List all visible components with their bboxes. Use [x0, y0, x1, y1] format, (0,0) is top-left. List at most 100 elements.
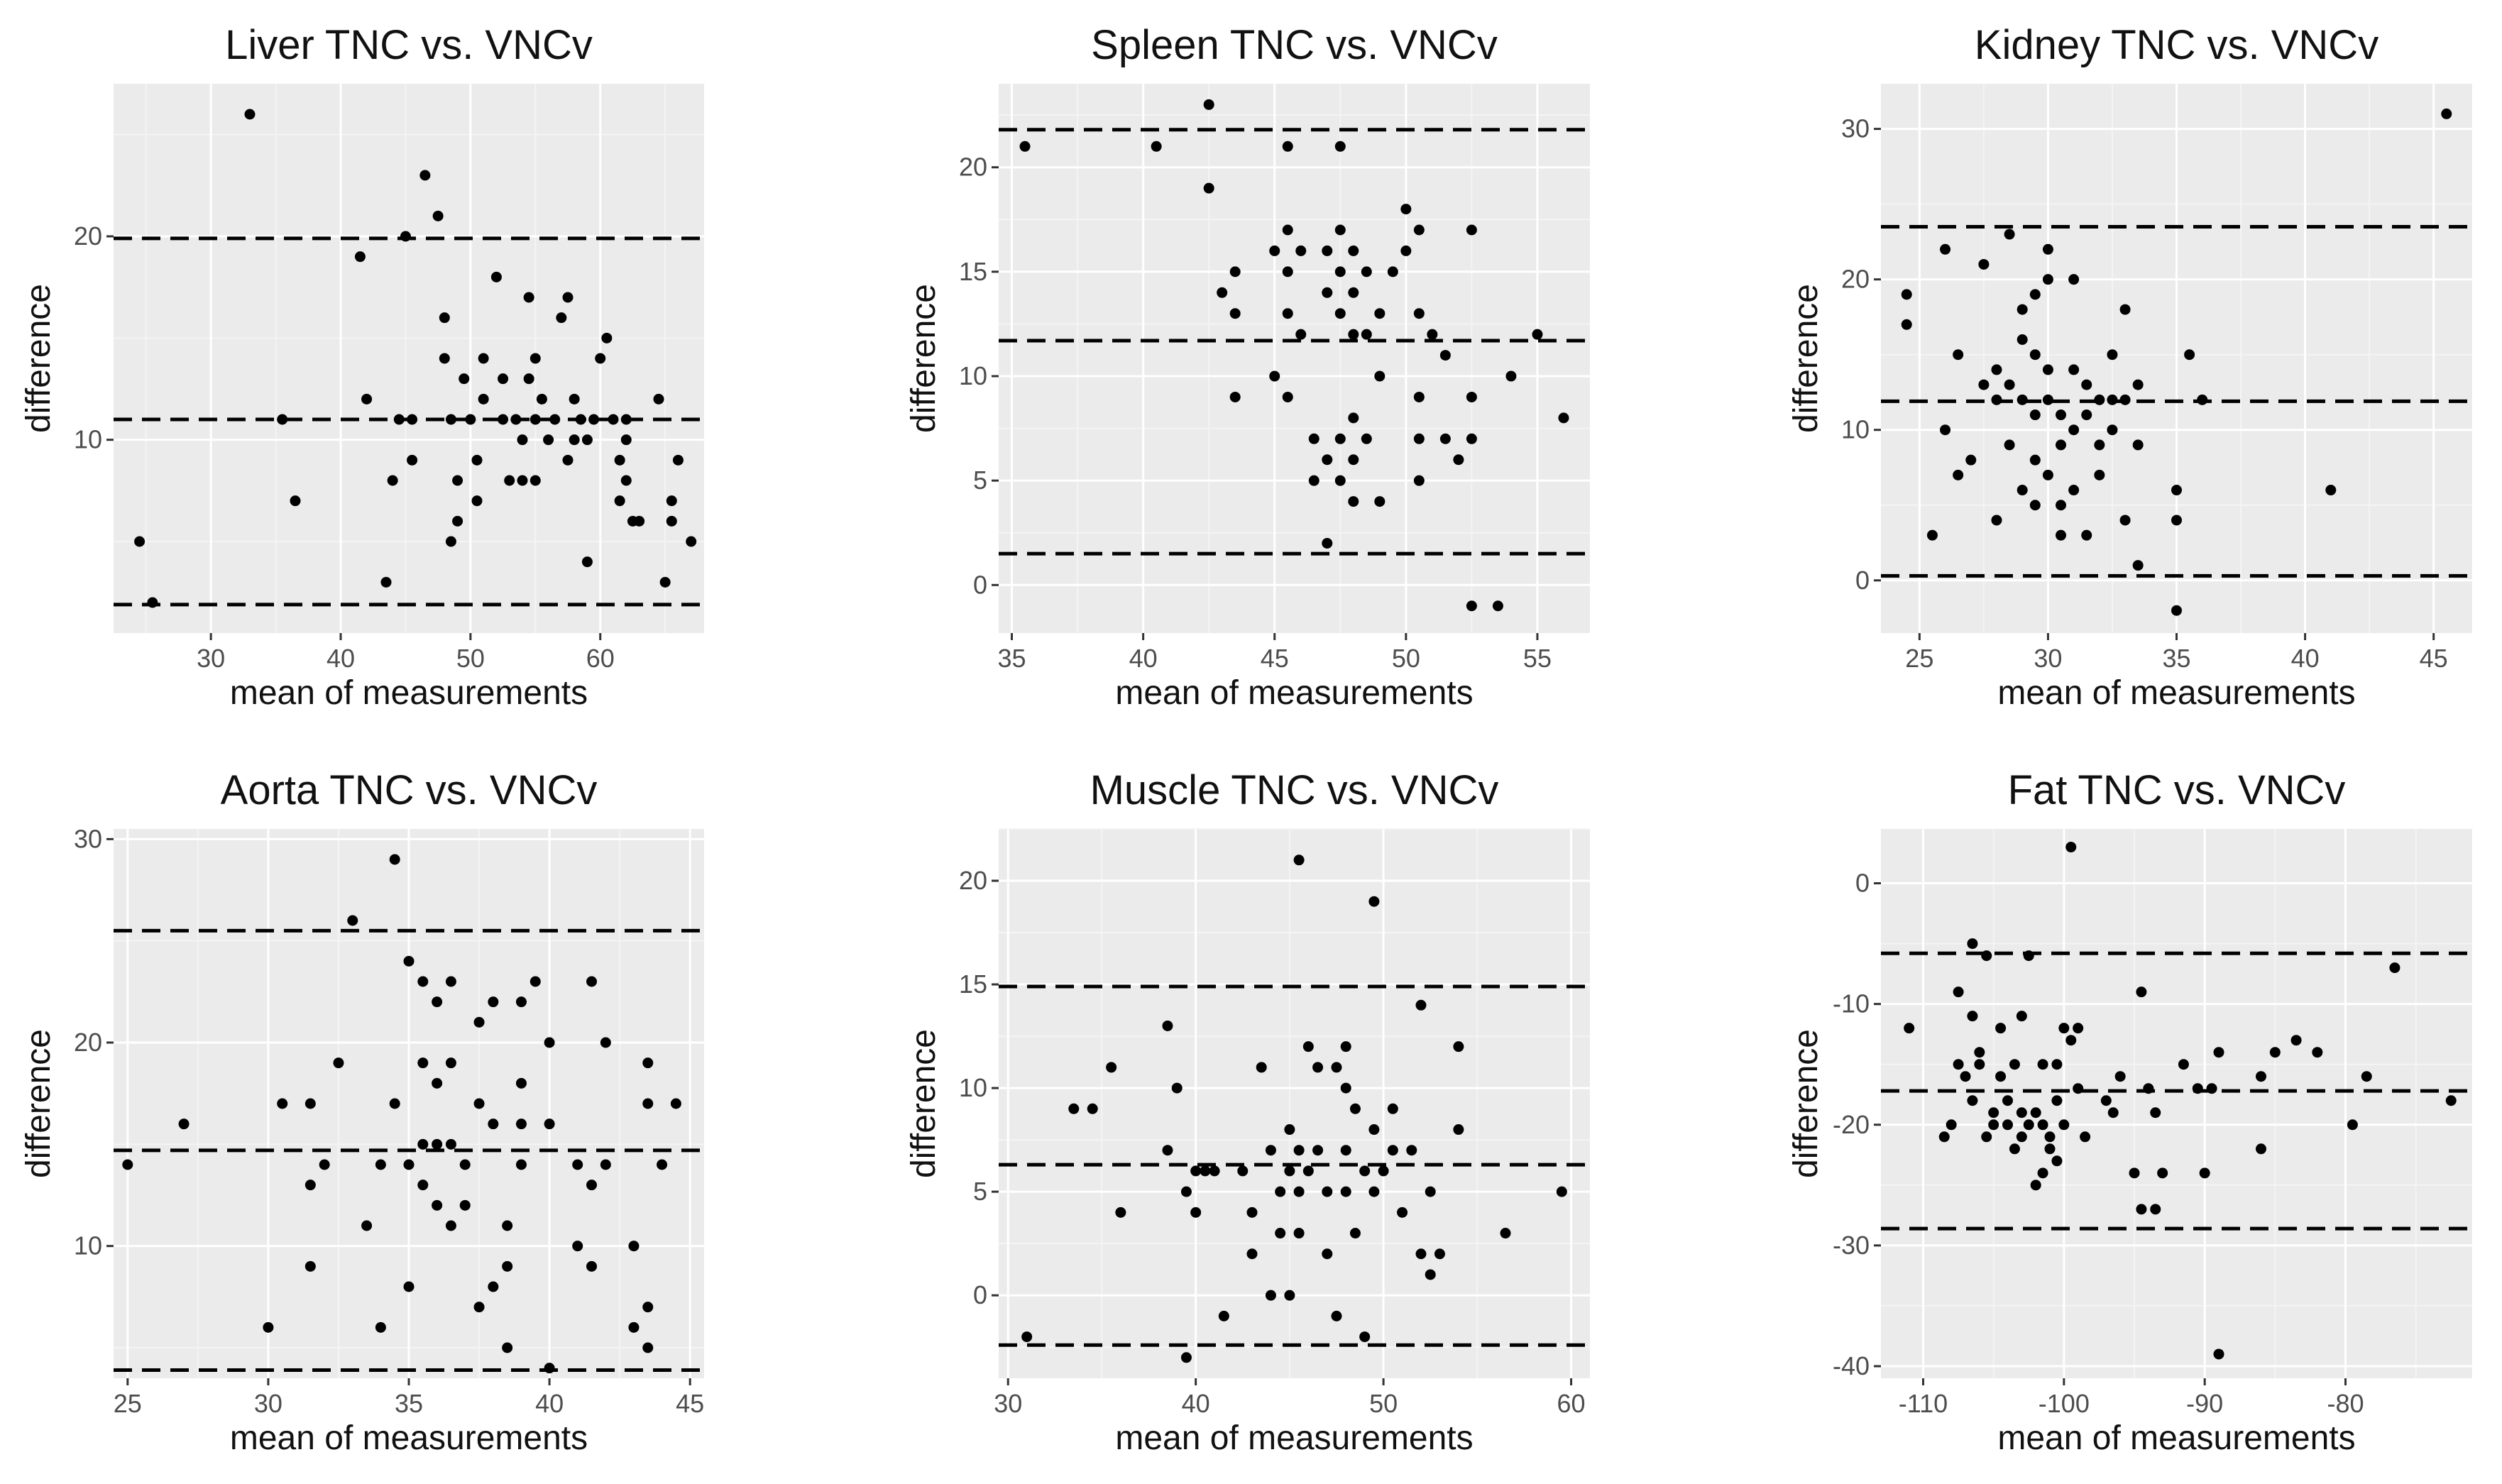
data-point — [1991, 364, 2002, 375]
data-point — [1282, 391, 1293, 402]
data-point — [1218, 1310, 1229, 1321]
x-tick-label: 45 — [2420, 644, 2448, 673]
data-point — [1171, 1082, 1183, 1094]
data-point — [304, 1098, 316, 1109]
data-point — [263, 1321, 274, 1333]
data-point — [1359, 1331, 1371, 1343]
data-point — [620, 475, 632, 486]
data-point — [2068, 485, 2080, 496]
data-point — [304, 1260, 316, 1272]
y-tick-label: -10 — [1833, 989, 1870, 1018]
plot-background — [1881, 829, 2472, 1378]
data-point — [2107, 394, 2118, 405]
plot-background — [999, 829, 1590, 1378]
data-point — [432, 1138, 443, 1150]
data-point — [2058, 1119, 2070, 1131]
data-point — [2029, 454, 2041, 466]
data-point — [2081, 529, 2092, 541]
x-tick-label: 40 — [535, 1389, 564, 1418]
data-point — [1203, 182, 1214, 194]
data-point — [572, 1241, 583, 1252]
data-point — [1340, 1145, 1351, 1156]
data-point — [2119, 394, 2131, 405]
data-point — [333, 1057, 344, 1069]
chart-panel-5: 30 40 50 60 0 5 10 15 20 Muscle TNC vs. VNCv mean … — [905, 767, 1590, 1457]
x-tick-label: -80 — [2327, 1389, 2364, 1418]
data-point — [515, 1159, 527, 1170]
data-point — [2029, 500, 2041, 511]
data-point — [2206, 1083, 2217, 1094]
plot-background — [114, 84, 704, 633]
data-point — [581, 556, 593, 568]
data-point — [2132, 560, 2144, 571]
data-point — [1348, 329, 1359, 340]
x-tick-label: 50 — [1392, 644, 1420, 673]
chart-panel-4: 25 30 35 40 45 10 20 30 Aorta TNC vs. VNCv mean o… — [20, 767, 704, 1457]
data-point — [1904, 1023, 1915, 1034]
data-point — [1415, 999, 1427, 1011]
data-point — [2042, 469, 2053, 480]
data-point — [178, 1119, 190, 1130]
plot-background — [999, 84, 1590, 633]
data-point — [1974, 1047, 1985, 1058]
data-point — [1967, 1095, 1978, 1106]
data-point — [403, 1159, 415, 1170]
data-point — [2081, 379, 2092, 390]
data-point — [1953, 986, 1964, 998]
data-point — [2051, 1059, 2063, 1070]
data-point — [1466, 600, 1477, 612]
y-tick-label: 10 — [959, 1073, 987, 1102]
data-point — [498, 414, 509, 425]
data-point — [2002, 1119, 2013, 1131]
data-point — [1413, 391, 1425, 402]
data-point — [1361, 433, 1372, 444]
data-point — [1334, 475, 1346, 486]
data-point — [290, 495, 301, 507]
data-point — [581, 434, 593, 446]
data-point — [1387, 1103, 1398, 1114]
y-tick-label: 0 — [973, 1280, 987, 1309]
data-point — [502, 1260, 513, 1272]
x-tick-label: 25 — [1905, 644, 1933, 673]
data-point — [659, 576, 671, 588]
data-point — [657, 1159, 668, 1170]
data-point — [1374, 308, 1386, 319]
data-point — [517, 475, 528, 486]
x-tick-label: 35 — [2162, 644, 2190, 673]
chart-title: Kidney TNC vs. VNCv — [1975, 22, 2378, 68]
data-point — [2290, 1035, 2302, 1046]
x-tick-label: 45 — [1261, 644, 1289, 673]
data-point — [407, 454, 418, 466]
data-point — [628, 1321, 640, 1333]
data-point — [134, 536, 146, 547]
data-point — [1978, 258, 1990, 270]
data-point — [1406, 1145, 1417, 1156]
data-point — [417, 976, 429, 987]
data-point — [1349, 1103, 1361, 1114]
x-tick-label: 40 — [1182, 1389, 1210, 1418]
data-point — [642, 1057, 654, 1069]
data-point — [478, 353, 489, 364]
chart-panel-1: 30 40 50 60 10 20 Liver TNC vs. VNCv mean of me… — [20, 22, 704, 712]
data-point — [445, 1057, 456, 1069]
data-point — [1505, 370, 1517, 382]
data-point — [2197, 394, 2208, 405]
data-point — [403, 1281, 415, 1292]
data-point — [600, 1159, 611, 1170]
y-tick-label: 15 — [959, 257, 987, 286]
data-point — [672, 454, 684, 466]
data-point — [1217, 287, 1228, 298]
data-point — [2044, 1131, 2056, 1143]
data-point — [502, 1342, 513, 1353]
data-point — [2056, 500, 2067, 511]
data-point — [403, 955, 415, 967]
data-point — [1967, 1011, 1978, 1022]
data-point — [586, 976, 598, 987]
data-point — [1348, 412, 1359, 424]
data-point — [1368, 1124, 1380, 1136]
data-point — [2065, 842, 2077, 853]
data-point — [445, 1138, 456, 1150]
data-point — [1466, 433, 1477, 444]
data-point — [147, 597, 158, 608]
